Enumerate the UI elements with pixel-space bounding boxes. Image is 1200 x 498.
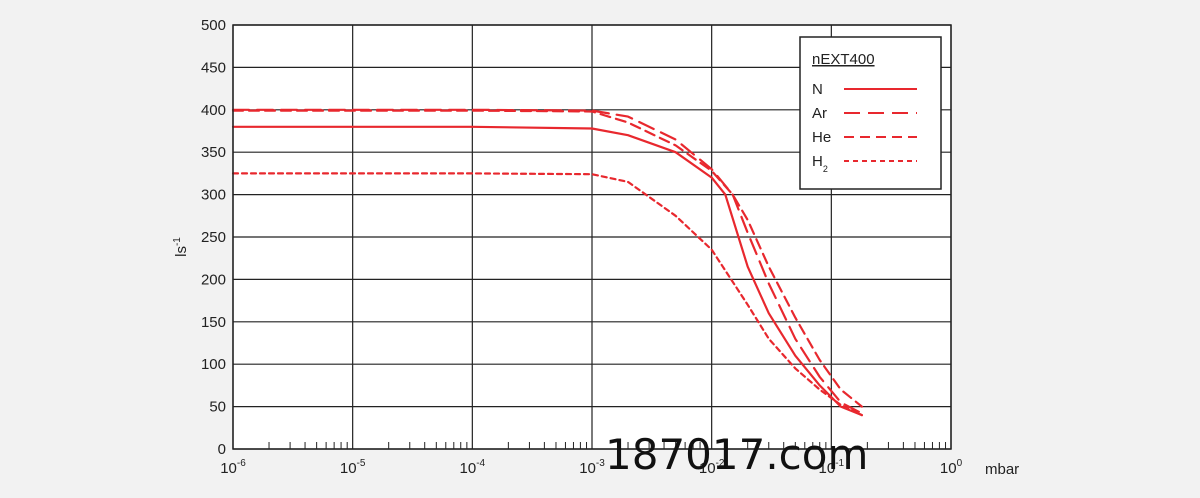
y-tick-label: 200: [201, 271, 226, 288]
y-tick-label: 350: [201, 144, 226, 161]
plot-frame: [232, 24, 952, 450]
x-tick-label: 10-4: [460, 458, 486, 477]
x-tick-exp: -2: [716, 458, 725, 469]
legend: nEXT400 N Ar He H2: [799, 36, 942, 190]
legend-label-name: H: [812, 153, 823, 170]
y-tick-label: 100: [201, 356, 226, 373]
x-tick-exp: -5: [357, 458, 366, 469]
x-tick-label: 10-3: [579, 458, 605, 477]
x-tick-exp: 0: [957, 458, 963, 469]
y-tick-label: 150: [201, 314, 226, 331]
series-line-3: [231, 109, 863, 408]
y-axis: 0 50 100 150 200 250 300 350 400 450 500: [201, 17, 226, 458]
series-group: [231, 108, 863, 417]
legend-label-name: He: [812, 129, 831, 146]
x-tick-label: 100: [940, 458, 963, 477]
series-line-4: [231, 172, 863, 417]
y-tick-label: 50: [209, 399, 226, 416]
x-tick-base: 10: [340, 460, 357, 477]
x-tick-base: 10: [220, 460, 237, 477]
legend-label: He: [812, 129, 831, 146]
legend-label: H2: [812, 153, 828, 174]
x-tick-label: 10-1: [819, 458, 845, 477]
x-tick-label: 10-6: [220, 458, 246, 477]
x-tick-label: 10-2: [699, 458, 725, 477]
y-tick-label: 0: [218, 441, 226, 458]
x-tick-base: 10: [699, 460, 716, 477]
x-tick-base: 10: [819, 460, 836, 477]
x-tick-exp: -4: [476, 458, 485, 469]
x-tick-base: 10: [460, 460, 477, 477]
legend-label: Ar: [812, 105, 827, 122]
series-line-1: [231, 125, 863, 417]
series-line-2: [231, 108, 863, 415]
legend-label-name: N: [812, 81, 823, 98]
x-tick-base: 10: [940, 460, 957, 477]
y-tick-label: 500: [201, 17, 226, 34]
watermark: 187017.com: [605, 430, 868, 479]
legend-label-name: Ar: [812, 105, 827, 122]
x-tick-label: 10-5: [340, 458, 366, 477]
legend-label: N: [812, 81, 823, 98]
legend-label-sub: 2: [823, 164, 828, 174]
y-axis-label: ls-1: [172, 237, 190, 257]
legend-title: nEXT400: [812, 51, 875, 68]
x-tick-exp: -6: [237, 458, 246, 469]
y-tick-label: 450: [201, 59, 226, 76]
x-axis: 10-6 10-5 10-4 10-3 10-2 10-1 100: [220, 458, 962, 477]
x-tick-exp: -1: [835, 458, 844, 469]
x-tick-exp: -3: [596, 458, 605, 469]
x-minor-ticks: [268, 442, 947, 449]
y-tick-label: 300: [201, 187, 226, 204]
y-axis-label-base: ls: [173, 246, 190, 257]
y-axis-label-exp: -1: [172, 237, 183, 246]
x-tick-base: 10: [579, 460, 596, 477]
y-tick-label: 400: [201, 102, 226, 119]
y-tick-label: 250: [201, 229, 226, 246]
x-unit-label: mbar: [985, 461, 1019, 478]
